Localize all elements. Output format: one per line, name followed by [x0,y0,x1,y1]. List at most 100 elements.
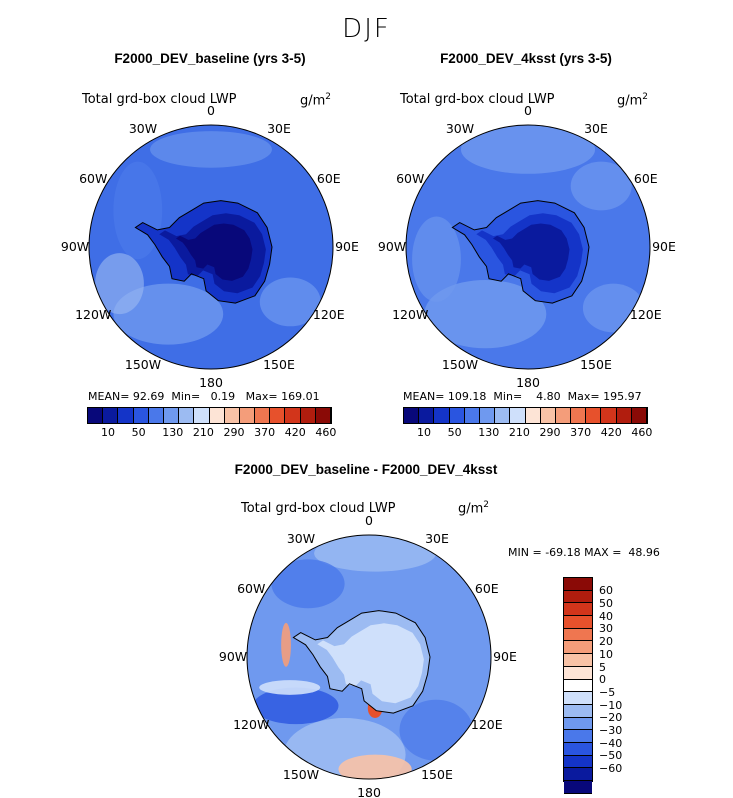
lon-label: 0 [524,103,532,118]
panel2-title: F2000_DEV_4ksst (yrs 3-5) [440,51,612,66]
figure-season-title: DJF [342,14,391,44]
panel3-variable: Total grd-box cloud LWP [241,501,396,516]
lon-label: 120W [392,307,428,322]
panel1-units: g/m2 [300,92,332,109]
colorbar-tick-label: 50 [131,426,146,439]
continent-inner-fill [317,623,424,704]
coastline [134,200,273,304]
colorbar-swatch [555,408,572,423]
colorbar-tick-label: 40 [599,609,613,623]
panel2-units: g/m2 [617,92,649,109]
colorbar-swatch [564,692,592,705]
map-border [246,534,492,780]
lon-label: 30E [425,531,449,546]
panel3-colorbar [563,577,593,794]
colorbar-tick-label: 420 [600,426,622,439]
colorbar-swatch [495,408,511,423]
map-field-region [271,559,345,609]
lon-label: 60W [396,171,424,186]
panel2-stats: MEAN= 109.18 Min= 4.80 Max= 195.97 [403,390,642,403]
colorbar-swatch [564,666,592,680]
colorbar-swatch [194,408,210,423]
lon-label: 0 [365,513,373,528]
colorbar-swatch [300,408,316,423]
panel2-map: 0 30E 60E 90E 120E 150E 180 150W 120W 90W 60W 30W [378,103,676,390]
colorbar-tick-label: 210 [508,426,530,439]
colorbar-swatch [270,408,286,423]
colorbar-swatch [564,641,592,655]
colorbar-tick-label: 10 [100,426,115,439]
map-field-region [113,283,224,345]
lon-label: 150W [283,767,319,782]
colorbar-swatch [631,408,647,423]
lon-label: 60E [317,171,341,186]
lon-label: 60E [634,171,658,186]
panel1-colorbar [87,407,332,424]
coastline [451,200,590,304]
map-border [88,124,334,370]
lon-label: 0 [207,103,215,118]
panel3-map: 0 30E 60E 90E 120E 150E 180 150W 120W 90W 60W 30W [219,513,517,798]
colorbar-swatch [564,768,592,781]
colorbar-swatch [564,730,592,743]
colorbar-tick-label: 5 [599,660,606,674]
colorbar-swatch [564,628,592,642]
colorbar-swatch [564,616,592,629]
colorbar-swatch [586,408,602,423]
lon-label: 180 [357,785,381,798]
map-field-region [412,216,461,302]
map-field-region [570,161,632,211]
panel1-map: 0 30E 60E 90E 120E 150E 180 150W 120W 90W 60W 30W [61,103,359,390]
lon-label: 120E [313,307,345,322]
panel1-stats: MEAN= 92.69 Min= 0.19 Max= 169.01 [88,390,320,403]
colorbar-tick-label: 10 [416,426,431,439]
map-border [405,124,651,370]
panel2-colorbar [403,407,648,424]
lon-label: 120E [630,307,662,322]
colorbar-swatch [464,408,480,423]
lon-label: 150E [580,357,612,372]
map-field-region [281,622,291,667]
colorbar-swatch [564,742,592,756]
map-field-region [460,125,596,174]
lon-label: 120W [233,717,269,732]
colorbar-tick-label: 460 [631,426,653,439]
map-field-region [314,535,437,572]
panel2-variable: Total grd-box cloud LWP [400,92,555,107]
colorbar-swatch [571,408,587,423]
map-field-region [399,699,473,761]
colorbar-tick-label: −50 [599,749,623,763]
colorbar-swatch [419,408,435,423]
colorbar-swatch [564,755,592,769]
colorbar-swatch [118,408,134,423]
map-field-region [424,279,547,349]
lon-label: 30W [287,531,315,546]
colorbar-swatch [564,717,592,731]
colorbar-swatch [434,408,450,423]
lon-label: 30W [446,121,474,136]
colorbar-swatch [479,408,496,423]
colorbar-tick-label: 20 [599,635,613,649]
colorbar-swatch [564,781,592,794]
colorbar-swatch [564,603,592,617]
colorbar-swatch [404,408,420,423]
colorbar-tick-label: 370 [570,426,592,439]
colorbar-tick-label: −30 [599,724,623,738]
colorbar-swatch [315,408,331,423]
lon-label: 30E [584,121,608,136]
colorbar-tick-label: 0 [599,673,606,687]
lon-label: 150E [263,357,295,372]
continent-inner-fill [493,223,570,281]
colorbar-tick-label: −10 [599,698,623,712]
panel1-title: F2000_DEV_baseline (yrs 3-5) [114,51,306,66]
colorbar-tick-label: 460 [315,426,337,439]
colorbar-tick-label: −40 [599,736,623,750]
colorbar-tick-label: 130 [162,426,184,439]
colorbar-swatch [540,408,556,423]
lon-label: 90W [219,649,247,664]
lon-label: 90W [61,239,89,254]
colorbar-swatch [209,408,225,423]
colorbar-swatch [564,654,592,667]
colorbar-swatch [525,408,541,423]
map-field-region [253,687,339,725]
